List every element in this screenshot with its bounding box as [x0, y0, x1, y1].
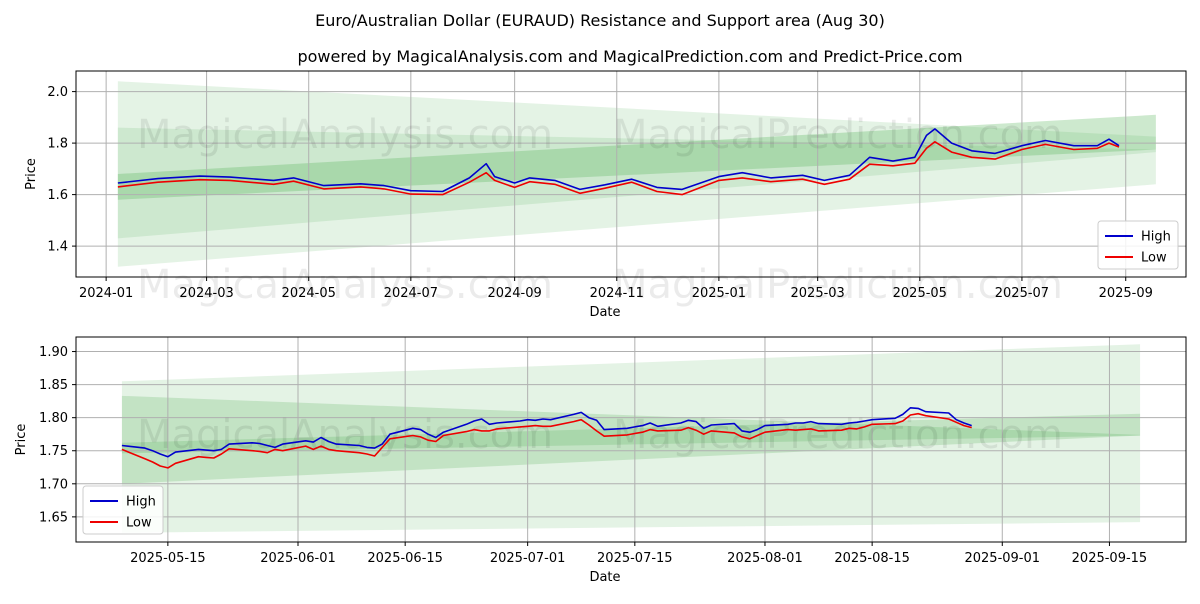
band-3 [117, 114, 1156, 200]
watermark: MagicalPrediction.com [613, 112, 1063, 158]
y-tick-label: 1.90 [39, 345, 68, 360]
chart-title: Euro/Australian Dollar (EURAUD) Resistan… [315, 11, 885, 30]
x-tick-label: 2025-06-01 [260, 551, 336, 566]
x-axis-label: Date [589, 305, 620, 320]
series-line-high [121, 407, 972, 458]
chart-panel-2: 2025-05-15 2025-06-01 2025-06-15 2025-07-01… [14, 336, 1187, 585]
plot-frame [75, 336, 1187, 543]
series-lines [121, 407, 972, 469]
x-tick-label: 2025-09-01 [964, 551, 1040, 566]
y-axis-label: Price [14, 424, 29, 456]
watermark: MagicalPrediction.com [613, 262, 1063, 308]
watermark: MagicalPrediction.com [613, 412, 1063, 458]
x-tick-label: 2024-05 [282, 286, 336, 301]
legend-label-low: Low [1141, 251, 1167, 266]
x-tick-label: 2024-01 [79, 286, 133, 301]
chart-subtitle: powered by MagicalAnalysis.com and Magic… [297, 47, 962, 66]
x-tick-label: 2024-09 [487, 286, 541, 301]
legend-label-high: High [1141, 230, 1171, 245]
watermark: MagicalAnalysis.com [137, 112, 553, 158]
x-tick-label: 2025-05-15 [130, 551, 206, 566]
legend: High Low [1097, 220, 1179, 270]
plot-frame [75, 70, 1187, 278]
x-axis-label: Date [589, 570, 620, 585]
series-line-low [117, 141, 1120, 196]
y-tick-label: 1.85 [39, 378, 68, 393]
band-1 [117, 81, 1156, 267]
x-tick-label: 2024-03 [179, 286, 233, 301]
x-tick-label: 2025-06-15 [367, 551, 443, 566]
y-tick-label: 1.70 [39, 477, 68, 492]
x-tick-label: 2025-09 [1099, 286, 1153, 301]
band-1 [121, 344, 1141, 533]
legend: High Low [82, 485, 164, 535]
chart-panel-1: 2024-01 2024-03 2024-05 2024-07 2024-09 2024-… [24, 70, 1187, 320]
y-tick-label: 2.0 [47, 85, 68, 100]
x-tick-label: 2025-09-15 [1072, 551, 1148, 566]
watermark: MagicalAnalysis.com [137, 262, 553, 308]
y-tick-label: 1.6 [47, 188, 68, 203]
y-tick-label: 1.65 [39, 510, 68, 525]
x-tick-label: 2025-08-01 [727, 551, 803, 566]
x-tick-label: 2025-07 [995, 286, 1049, 301]
x-tick-label: 2025-07-01 [490, 551, 566, 566]
x-tick-label: 2025-05 [893, 286, 947, 301]
y-axis-label: Price [24, 158, 39, 190]
x-tick-label: 2025-01 [692, 286, 746, 301]
y-tick-label: 1.8 [47, 137, 68, 152]
x-tick-label: 2024-07 [384, 286, 438, 301]
x-tick-label: 2025-08-15 [834, 551, 910, 566]
legend-label-high: High [126, 495, 156, 510]
x-tick-label: 2025-07-15 [597, 551, 673, 566]
band-2 [117, 127, 1156, 239]
legend-label-low: Low [126, 516, 152, 531]
series-lines [117, 128, 1120, 196]
x-tick-label: 2025-03 [791, 286, 845, 301]
y-tick-label: 1.80 [39, 411, 68, 426]
series-line-high [117, 128, 1120, 193]
x-tick-label: 2024-11 [590, 286, 644, 301]
series-line-low [121, 412, 972, 469]
support-resistance-bands [117, 81, 1156, 267]
y-tick-label: 1.75 [39, 444, 68, 459]
y-tick-label: 1.4 [47, 240, 68, 255]
